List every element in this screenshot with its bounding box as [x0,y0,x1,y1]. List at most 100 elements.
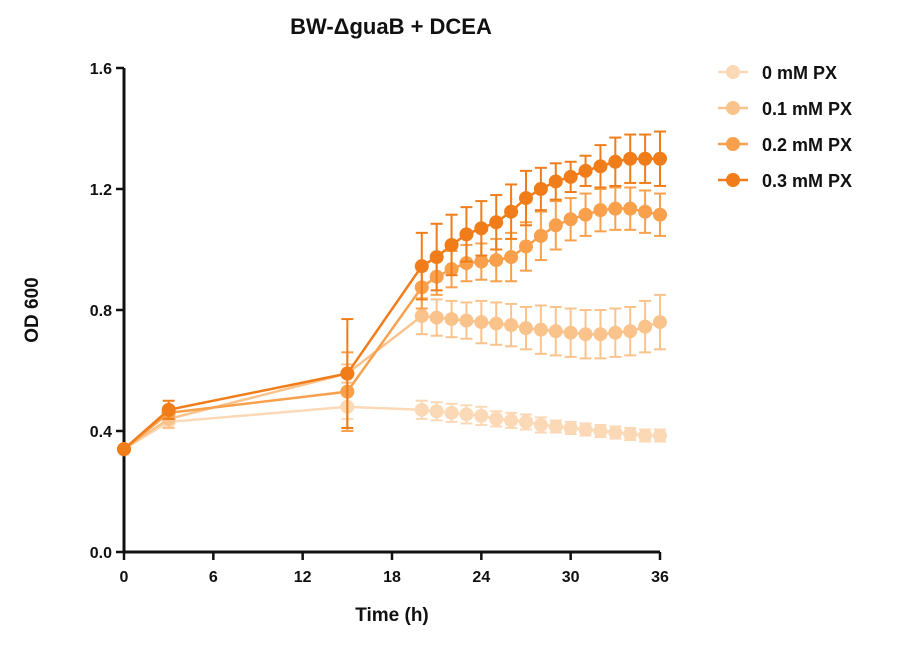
series-0 [117,393,667,457]
data-point [608,425,623,440]
data-point [489,411,504,426]
data-point [117,442,131,457]
data-point [489,253,504,268]
data-point [414,259,429,274]
x-axis-label: Time (h) [355,605,429,626]
y-tick-label: 0.8 [90,303,112,320]
data-point [533,322,548,337]
data-point [459,407,474,422]
data-point [653,428,667,443]
data-point [429,404,444,419]
data-point [608,154,623,169]
legend-marker [726,101,740,115]
data-point [548,324,563,339]
x-tick-label: 30 [562,569,580,586]
y-tick-label: 1.6 [90,61,112,78]
data-point [593,424,608,438]
data-point [474,408,489,423]
data-point [504,250,519,265]
y-tick-label: 0.4 [90,424,112,441]
series-1 [117,293,667,457]
y-ticks: 0.0 0.4 0.8 1.2 1.6 [90,61,124,562]
data-point [459,227,474,242]
y-tick-label: 0.0 [90,545,112,562]
data-point [593,203,608,218]
data-point [563,325,578,340]
data-point [578,422,593,437]
data-point [533,417,548,432]
data-point [638,319,653,334]
series-line [123,207,661,451]
data-point [489,215,504,230]
legend-label: 0 mM PX [762,63,837,83]
series-3 [117,130,667,457]
legend-item: 0.1 mM PX [718,99,852,119]
data-point [608,201,623,216]
data-point [623,151,638,166]
legend-marker [726,137,740,151]
data-point [533,182,548,196]
data-point [623,201,638,216]
y-tick-label: 1.2 [90,182,112,199]
legend-label: 0.2 mM PX [762,135,852,155]
legend-item: 0.3 mM PX [718,171,852,191]
data-point [563,420,578,435]
x-tick-label: 6 [209,569,218,586]
data-point [474,315,489,330]
data-point [519,414,533,429]
data-point [489,316,504,331]
series-2 [117,186,667,457]
data-point [519,321,533,336]
legend: 0 mM PX 0.1 mM PX 0.2 mM PX 0.3 mM PX [718,63,852,191]
data-point [340,366,355,381]
x-tick-label: 18 [383,569,401,586]
data-point [653,315,667,330]
data-point [548,174,563,189]
data-point [161,402,176,417]
chart-title: BW-ΔguaB + DCEA [290,14,492,39]
legend-item: 0 mM PX [718,63,837,83]
x-tick-label: 0 [120,569,129,586]
x-ticks: 0 6 12 18 24 30 36 [120,552,669,586]
plot-area [117,130,667,457]
data-point [519,239,533,254]
data-point [444,405,459,420]
data-point [578,327,593,342]
data-point [459,256,474,271]
data-point [623,427,638,442]
series-line [123,157,660,451]
data-point [653,151,667,166]
data-point [593,327,608,342]
data-point [474,221,489,236]
data-point [563,212,578,227]
data-point [444,312,459,327]
x-tick-label: 36 [651,569,669,586]
legend-marker [726,65,740,79]
data-point [429,310,444,325]
data-point [548,419,563,434]
data-point [533,228,548,243]
data-point [504,204,519,219]
data-point [578,163,593,178]
data-point [429,250,444,265]
x-tick-label: 24 [472,569,490,586]
data-point [444,237,459,252]
data-point [578,207,593,222]
legend-item: 0.2 mM PX [718,135,852,155]
data-point [653,207,667,222]
data-point [414,402,429,417]
legend-label: 0.3 mM PX [762,171,852,191]
y-axis-label: OD 600 [22,277,43,342]
x-tick-label: 12 [294,569,312,586]
data-point [414,309,429,324]
data-point [504,318,519,333]
data-point [504,413,519,428]
data-point [608,325,623,340]
legend-label: 0.1 mM PX [762,99,852,119]
data-point [459,313,474,328]
legend-marker [726,173,740,187]
data-point [474,254,489,269]
data-point [638,151,653,166]
data-point [593,159,608,174]
